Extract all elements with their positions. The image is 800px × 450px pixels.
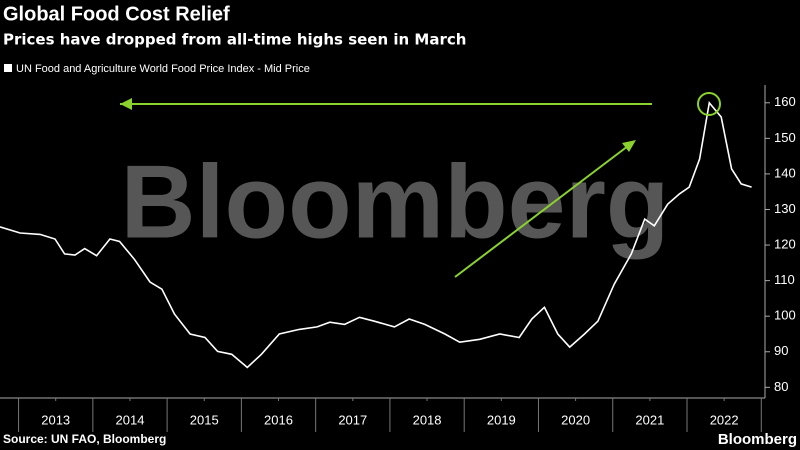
watermark: Bloomberg — [121, 144, 670, 260]
y-tick-label: 140 — [774, 165, 796, 180]
annotation-arrow — [454, 145, 629, 278]
x-tick-label: 2017 — [338, 412, 367, 427]
source: Source: UN FAO, Bloomberg — [3, 432, 166, 446]
logo: Bloomberg — [718, 431, 797, 448]
x-tick-label: 2018 — [413, 412, 442, 427]
x-tick-label: 2021 — [635, 412, 664, 427]
y-tick-label: 130 — [774, 201, 796, 216]
data-line — [0, 100, 752, 369]
y-tick-label: 120 — [774, 236, 796, 251]
legend-label: UN Food and Agriculture World Food Price… — [16, 63, 310, 75]
y-tick-label: 110 — [774, 272, 795, 287]
x-tick-label: 2020 — [561, 412, 590, 427]
y-tick-label: 100 — [774, 308, 796, 323]
y-tick-label: 90 — [774, 343, 788, 358]
chart-subtitle: Prices have dropped from all-time highs … — [3, 31, 466, 49]
y-tick-label: 150 — [774, 130, 796, 145]
y-tick-label: 80 — [774, 379, 788, 394]
x-tick-label: 2014 — [116, 412, 145, 427]
x-tick-label: 2019 — [487, 412, 516, 427]
chart-title: Global Food Cost Relief — [3, 3, 230, 25]
y-tick-label: 160 — [774, 94, 796, 109]
x-tick-label: 2022 — [710, 412, 739, 427]
plot: 80 90 100 110 120 130 140 150 160 2013 2014 2015 201… — [0, 85, 796, 432]
annotation-circle — [697, 92, 721, 116]
annotation-arrowhead — [622, 140, 636, 152]
x-tick-label: 2016 — [264, 412, 293, 427]
x-tick-label: 2013 — [41, 412, 70, 427]
annotation-arrowhead — [120, 98, 132, 110]
x-tick-label: 2015 — [190, 412, 219, 427]
legend-swatch — [4, 64, 12, 72]
